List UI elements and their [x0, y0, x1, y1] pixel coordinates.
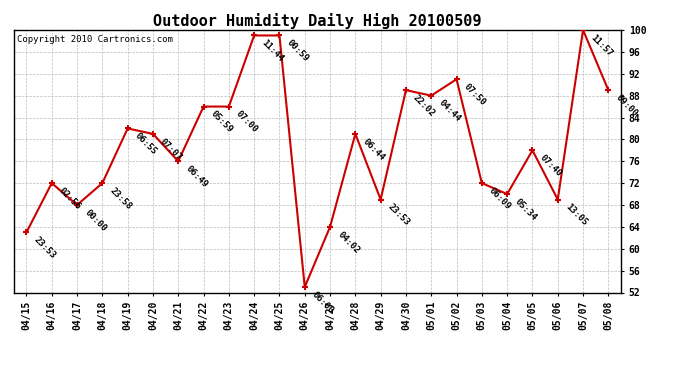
Text: 07:40: 07:40 [538, 153, 563, 178]
Text: 02:56: 02:56 [57, 186, 83, 211]
Text: 07:00: 07:00 [235, 110, 259, 135]
Text: 23:53: 23:53 [386, 202, 411, 228]
Text: 05:34: 05:34 [513, 197, 538, 222]
Text: 04:44: 04:44 [437, 98, 462, 124]
Text: 06:00: 06:00 [310, 290, 335, 315]
Text: 07:07: 07:07 [159, 136, 184, 162]
Text: 11:44: 11:44 [259, 38, 285, 64]
Text: 11:57: 11:57 [589, 33, 614, 58]
Text: 22:02: 22:02 [411, 93, 437, 118]
Text: 06:44: 06:44 [361, 136, 386, 162]
Text: 05:59: 05:59 [209, 110, 235, 135]
Text: 04:02: 04:02 [335, 230, 361, 255]
Text: 06:49: 06:49 [184, 164, 209, 189]
Text: 13:05: 13:05 [563, 202, 589, 228]
Text: 00:59: 00:59 [285, 38, 310, 64]
Text: 07:50: 07:50 [462, 82, 487, 107]
Text: 23:53: 23:53 [32, 235, 57, 261]
Title: Outdoor Humidity Daily High 20100509: Outdoor Humidity Daily High 20100509 [153, 13, 482, 29]
Text: 23:58: 23:58 [108, 186, 133, 211]
Text: 09:00: 09:00 [614, 93, 639, 118]
Text: 06:09: 06:09 [487, 186, 513, 211]
Text: Copyright 2010 Cartronics.com: Copyright 2010 Cartronics.com [17, 35, 172, 44]
Text: 00:00: 00:00 [83, 208, 108, 233]
Text: 06:55: 06:55 [133, 131, 159, 157]
